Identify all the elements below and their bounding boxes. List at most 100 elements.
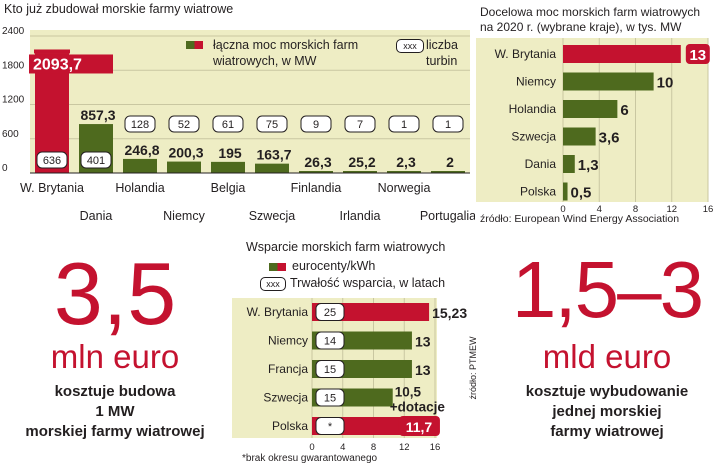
chart3-legend-box-label: Trwałość wsparcia, w latach bbox=[290, 276, 446, 290]
chart1-bar-7 bbox=[343, 171, 377, 173]
chart3-value-label-3: 10,5 bbox=[395, 385, 422, 400]
chart3-xtick: 8 bbox=[371, 442, 376, 453]
chart2-category-5: Polska bbox=[520, 185, 556, 199]
chart2-xtick: 12 bbox=[666, 204, 677, 215]
chart1-turbines-0: 636 bbox=[43, 155, 61, 167]
chart3-category-0: W. Brytania bbox=[247, 305, 309, 319]
legend-box-sample: xxx bbox=[396, 39, 424, 53]
chart1-ytick: 2400 bbox=[2, 26, 25, 37]
chart3-years-2: 15 bbox=[324, 364, 336, 376]
chart1-ytick: 1200 bbox=[2, 95, 25, 106]
chart3-category-3: Szwecja bbox=[263, 391, 308, 405]
chart2-plot-bg bbox=[476, 38, 708, 202]
callout-right-line3: farmy wiatrowej bbox=[550, 423, 664, 440]
chart2-category-2: Holandia bbox=[509, 102, 557, 116]
chart2-value-label-4: 1,3 bbox=[578, 157, 599, 174]
chart2-bar-0 bbox=[563, 45, 681, 63]
chart1-turbines-6: 9 bbox=[313, 119, 319, 131]
legend-swatch bbox=[186, 41, 203, 49]
chart3-years-0: 25 bbox=[324, 307, 336, 319]
chart1-category-4: Belgia bbox=[211, 181, 246, 195]
chart1-turbines-8: 1 bbox=[401, 119, 407, 131]
chart3-category-2: Francja bbox=[268, 362, 308, 376]
chart2-xtick: 8 bbox=[633, 204, 638, 215]
chart1-bar-5 bbox=[255, 163, 289, 173]
chart1-category-9: Portugalia bbox=[420, 209, 475, 223]
chart1-value-label-0: 2093,7 bbox=[33, 56, 82, 73]
callout-farm-cost: 1,5–3 mld euro kosztuje wybudowanie jedn… bbox=[494, 250, 720, 450]
chart1-turbines-7: 7 bbox=[357, 119, 363, 131]
chart-target-2020: Docelowa moc morskich farm wiatrowych na… bbox=[476, 0, 720, 235]
chart1-turbines-4-box bbox=[212, 115, 244, 133]
chart2-bar-3 bbox=[563, 127, 596, 146]
callout-right-line1: kosztuje wybudowanie bbox=[525, 383, 689, 400]
chart2-xtick: 16 bbox=[703, 204, 714, 215]
callout-left-unit: mln euro bbox=[50, 338, 180, 375]
chart-installed-capacity: Kto już zbudował morskie farmy wiatrowe … bbox=[0, 0, 475, 235]
chart1-plot: 2400 1800 1200 600 0 2093,7 636 W. Brytania 857,… bbox=[2, 26, 475, 223]
chart1-turbines-6-box bbox=[300, 115, 332, 133]
chart2-plot: 0 4 8 12 16 W. Brytania 13 Niemcy 10 Holandia 6 Szw… bbox=[476, 38, 714, 215]
chart1-category-2: Holandia bbox=[115, 181, 164, 195]
chart2-source: źródło: European Wind Energy Association bbox=[480, 213, 680, 225]
chart3-years-0-box bbox=[315, 303, 345, 321]
chart3-years-2-box bbox=[315, 360, 345, 378]
chart1-category-1: Dania bbox=[80, 209, 113, 223]
chart1-category-3: Niemcy bbox=[163, 209, 205, 223]
chart1-ytick: 1800 bbox=[2, 60, 25, 71]
chart1-value-label-2: 246,8 bbox=[124, 142, 159, 158]
chart-support: Wsparcie morskich farm wiatrowych euroce… bbox=[232, 236, 492, 465]
chart3-xtick: 16 bbox=[430, 442, 441, 453]
chart1-turbines-0-box bbox=[36, 151, 68, 169]
chart3-value-bg-4 bbox=[398, 416, 440, 436]
legend-series-label-2: wiatrowych, w MW bbox=[213, 54, 317, 68]
chart3-years-4: * bbox=[328, 421, 333, 433]
chart1-title: Kto już zbudował morskie farmy wiatrowe bbox=[4, 2, 234, 16]
chart3-legend-swatch bbox=[269, 263, 286, 271]
chart1-turbines-5-box bbox=[256, 115, 288, 133]
callout-left-number: 3,5 bbox=[53, 244, 177, 343]
chart1-turbines-4: 61 bbox=[222, 119, 234, 131]
chart3-years-1-box bbox=[315, 331, 345, 350]
chart1-bar-cap bbox=[34, 49, 70, 54]
chart3-xtick: 4 bbox=[340, 442, 345, 453]
chart1-category-7: Irlandia bbox=[340, 209, 381, 223]
chart1-bar-8 bbox=[387, 171, 421, 173]
chart1-turbines-1: 401 bbox=[87, 155, 105, 167]
chart1-turbines-3: 52 bbox=[178, 119, 190, 131]
chart3-title: Wsparcie morskich farm wiatrowych bbox=[246, 240, 446, 254]
chart3-category-1: Niemcy bbox=[268, 334, 308, 348]
callout-right-line2: jednej morskiej bbox=[552, 403, 662, 420]
chart2-value-bg-0 bbox=[685, 44, 710, 64]
chart1-category-5: Szwecja bbox=[249, 209, 296, 223]
chart1-turbines-9: 1 bbox=[445, 119, 451, 131]
chart1-value-label-9: 2 bbox=[446, 154, 454, 170]
chart1-value-label-3: 200,3 bbox=[168, 145, 203, 161]
chart2-value-label-3: 3,6 bbox=[599, 130, 620, 147]
chart3-category-4: Polska bbox=[272, 419, 308, 433]
chart3-legend-box-sample: xxx bbox=[260, 277, 286, 291]
legend-box-label-2: turbin bbox=[426, 54, 458, 68]
chart2-value-label-0: 13 bbox=[689, 47, 706, 64]
callout-left-line2: 1 MW bbox=[95, 403, 135, 420]
chart3-footnote: *brak okresu gwarantowanego bbox=[242, 453, 378, 464]
chart2-category-0: W. Brytania bbox=[495, 47, 557, 61]
chart2-bar-5 bbox=[563, 182, 568, 201]
legend-series-label-1: łączna moc morskich farm bbox=[213, 38, 359, 52]
chart1-category-0: W. Brytania bbox=[20, 181, 84, 195]
chart1-value-label-8: 2,3 bbox=[396, 154, 416, 170]
chart1-bar-4 bbox=[211, 161, 245, 173]
legend-box-label-1: liczba bbox=[426, 38, 458, 52]
chart1-turbines-1-box bbox=[80, 151, 112, 169]
chart1-turbines-9-box bbox=[432, 115, 464, 133]
chart1-value-label-4: 195 bbox=[218, 145, 242, 161]
chart3-source: źródło: PTMEW bbox=[468, 336, 478, 400]
chart1-legend: łączna moc morskich farm wiatrowych, w M… bbox=[186, 38, 476, 78]
chart3-value-label-1: 13 bbox=[415, 334, 431, 350]
chart3-legend-series-label: eurocenty/kWh bbox=[292, 259, 376, 273]
chart2-category-3: Szwecja bbox=[511, 130, 556, 144]
chart1-value-label-7: 25,2 bbox=[348, 154, 375, 170]
chart1-turbines-8-box bbox=[388, 115, 420, 133]
chart1-category-8: Norwegia bbox=[378, 181, 431, 195]
chart3-xtick: 12 bbox=[399, 442, 410, 453]
